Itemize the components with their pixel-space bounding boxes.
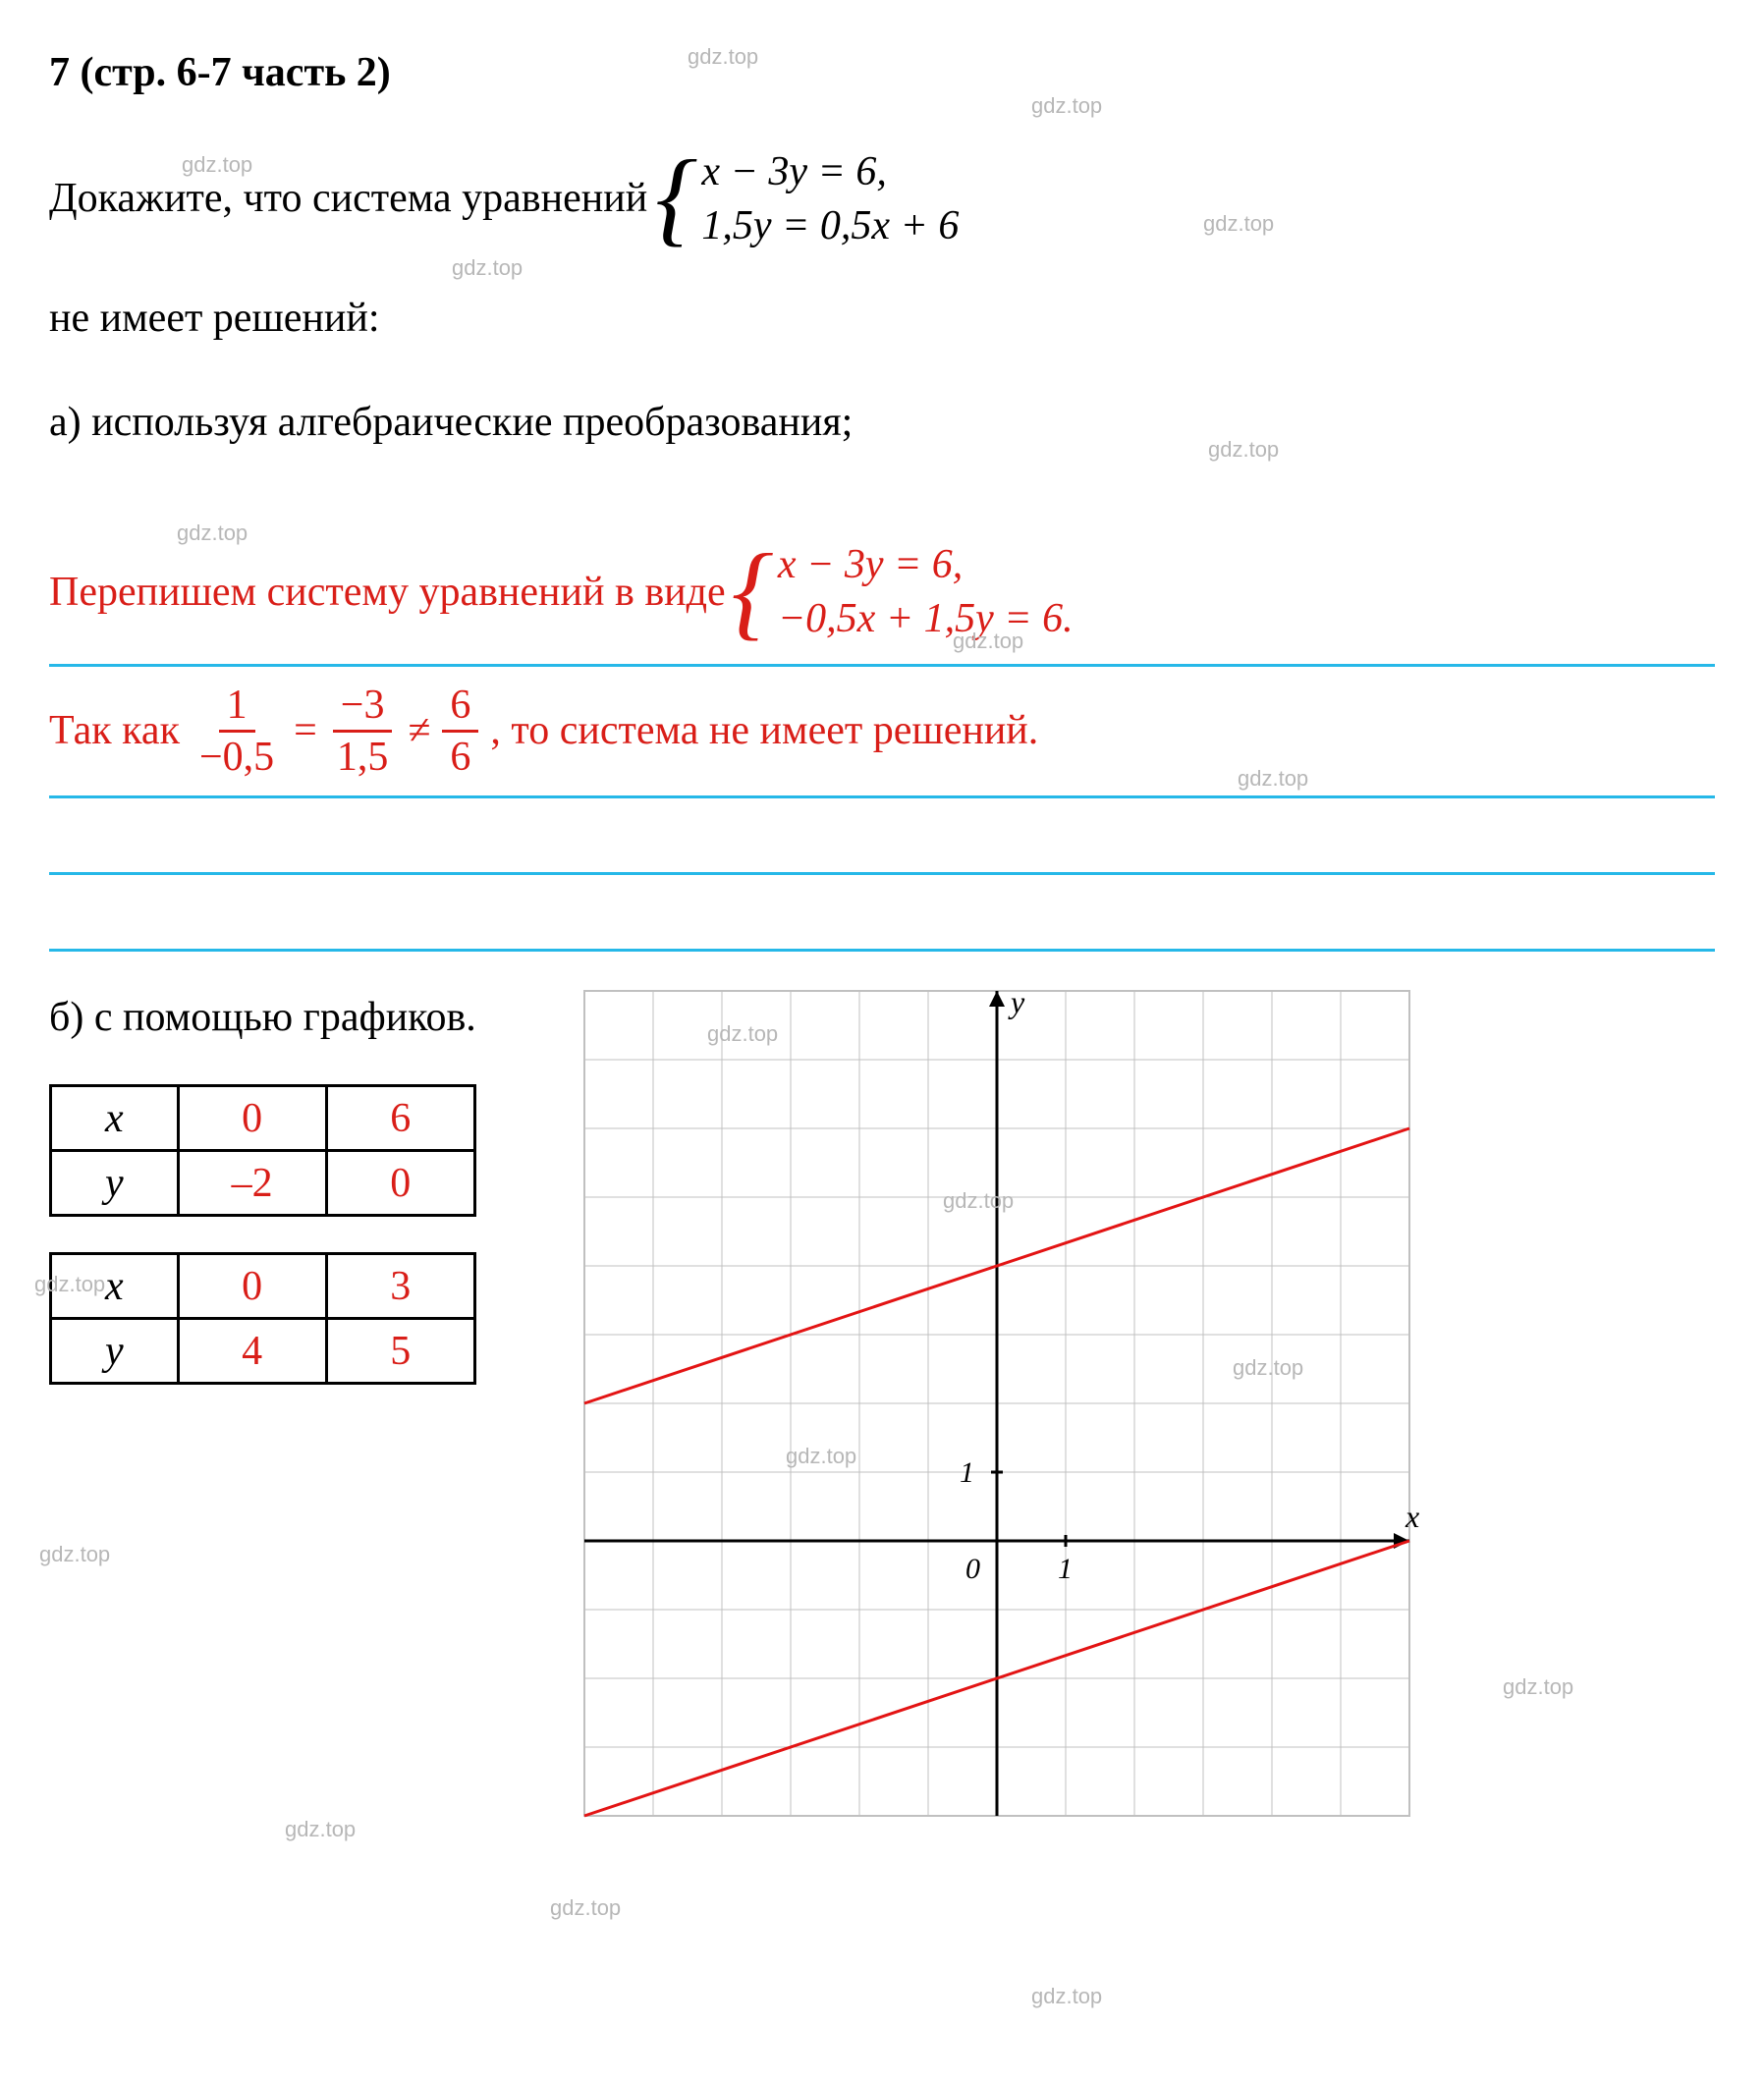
sol2-post: , то система не имеет решений.	[490, 702, 1038, 760]
solution-line-1: Перепишем систему уравнений в виде { x −…	[49, 538, 1715, 666]
blank-rule	[49, 893, 1715, 952]
svg-text:0: 0	[965, 1553, 980, 1585]
sol2-pre: Так как	[49, 702, 180, 760]
eq2: 1,5y = 0,5x + 6	[701, 199, 959, 253]
xy-table-2: x 0 3 y 4 5	[49, 1252, 476, 1385]
rewritten-system: { x − 3y = 6, −0,5x + 1,5y = 6.	[732, 538, 1074, 645]
solution-line-2: Так как 1 −0,5 = −3 1,5 ≠ 6 6 , то систе…	[49, 685, 1715, 798]
page-title: 7 (стр. 6-7 часть 2)	[49, 49, 1715, 96]
system-of-equations: { x − 3y = 6, 1,5y = 0,5x + 6	[655, 145, 959, 252]
fraction-1: 1 −0,5	[192, 685, 282, 778]
eq1: x − 3y = 6,	[701, 145, 959, 199]
svg-text:1: 1	[1058, 1553, 1073, 1585]
eq1: x − 3y = 6,	[778, 538, 1074, 592]
brace-icon: {	[655, 156, 697, 241]
part-b-label: б) с помощью графиков.	[49, 981, 476, 1056]
table-row: x 0 6	[51, 1086, 475, 1151]
problem-statement: Докажите, что система уравнений { x − 3y…	[49, 145, 1715, 252]
xy-table-1: x 0 6 y –2 0	[49, 1084, 476, 1217]
equals-sign: =	[294, 702, 317, 760]
problem-lead: Докажите, что система уравнений	[49, 162, 647, 237]
table-row: y 4 5	[51, 1319, 475, 1384]
svg-text:y: y	[1008, 984, 1025, 1019]
no-solutions-text: не имеет решений:	[49, 282, 1715, 356]
sol1-text: Перепишем систему уравнений в виде	[49, 564, 726, 622]
part-a-label: а) используя алгебраические преобразован…	[49, 386, 1715, 461]
fraction-3: 6 6	[442, 685, 478, 778]
brace-icon: {	[732, 550, 774, 634]
graph-plot: 1 1 0 x y	[575, 981, 1419, 1826]
neq-sign: ≠	[408, 702, 430, 760]
blank-rule	[49, 816, 1715, 875]
table-row: x 0 3	[51, 1254, 475, 1319]
table-row: y –2 0	[51, 1151, 475, 1216]
fraction-2: −3 1,5	[329, 685, 397, 778]
eq2: −0,5x + 1,5y = 6.	[778, 592, 1074, 646]
svg-text:x: x	[1405, 1499, 1419, 1534]
svg-text:1: 1	[960, 1456, 974, 1489]
